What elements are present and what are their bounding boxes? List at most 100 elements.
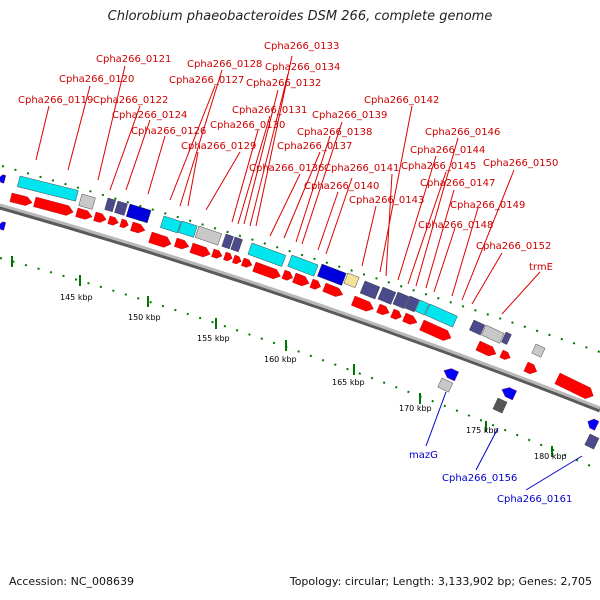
gene-label: Cpha266_0133 (264, 41, 339, 52)
leader-line (295, 135, 331, 243)
gene-label: Cpha266_0143 (349, 195, 424, 206)
reverse-gene (443, 368, 459, 382)
leader-line (125, 119, 151, 191)
gene-feature (584, 433, 600, 450)
forward-gene (75, 207, 93, 220)
gene-label: Cpha266_0156 (442, 473, 517, 484)
gene-label: Cpha266_0148 (418, 220, 493, 231)
forward-gene (241, 257, 253, 268)
forward-gene (130, 221, 146, 234)
forward-gene (281, 269, 293, 281)
reverse-gene (587, 418, 600, 431)
forward-gene (419, 319, 452, 341)
forward-gene (107, 215, 119, 226)
forward-gene (292, 272, 310, 287)
leader-line (237, 115, 271, 225)
gene-label: Cpha266_0120 (59, 74, 134, 85)
leader-line (97, 65, 126, 181)
scale-label: 150 kbp (128, 313, 161, 322)
gene-label: trmE (529, 262, 553, 273)
accession-info: Accession: NC_008639 (9, 575, 135, 588)
leader-line (187, 151, 199, 207)
gene-label: Cpha266_0132 (246, 78, 321, 89)
gene-feature (343, 272, 360, 288)
leader-line (425, 391, 447, 447)
gene-label: Cpha266_0139 (312, 110, 387, 121)
gene-feature (377, 286, 397, 305)
leader-line (379, 105, 413, 273)
scale-label: 170 kbp (399, 404, 432, 413)
leader-line (35, 105, 50, 161)
gene-feature (392, 291, 410, 309)
leader-line (67, 85, 91, 171)
forward-gene (390, 308, 402, 320)
gene-feature (78, 193, 96, 210)
gene-feature (501, 331, 512, 345)
leader-line (325, 177, 353, 255)
gene-tracks (0, 174, 600, 450)
leader-line (179, 69, 223, 207)
gene-feature (104, 197, 116, 212)
leader-line (475, 427, 499, 471)
gene-label: mazG (409, 450, 438, 461)
gene-label: Cpha266_0149 (450, 200, 525, 211)
reverse-gene (501, 387, 517, 401)
forward-gene (232, 254, 242, 265)
inner-tick-track (0, 257, 600, 471)
gene-label: Cpha266_0122 (93, 95, 168, 106)
forward-gene (189, 242, 211, 258)
gene-feature (247, 242, 287, 267)
gene-label: Cpha266_0138 (297, 127, 372, 138)
leader-line (243, 89, 279, 225)
forward-gene (376, 303, 390, 316)
gene-label: Cpha266_0136 (249, 163, 324, 174)
leader-line (361, 205, 377, 267)
gene-feature (359, 280, 381, 300)
gene-label: Cpha266_0144 (410, 145, 485, 156)
forward-gene (309, 278, 321, 290)
gene-label: Cpha266_0119 (18, 95, 93, 106)
gene-feature (481, 324, 505, 344)
gene-feature (17, 175, 79, 202)
leader-line (169, 85, 216, 201)
forward-gene (148, 231, 172, 248)
gene-label: Cpha266_0134 (265, 62, 340, 73)
gene-label: Cpha266_0124 (112, 110, 187, 121)
leader-line (205, 151, 241, 211)
blue-leader-lines (425, 391, 583, 491)
reverse-gene (0, 221, 6, 231)
gene-feature (160, 215, 182, 234)
gene-feature (424, 303, 458, 328)
leader-line (397, 155, 437, 281)
scale-labels: 145 kbp 150 kbp 155 kbp 160 kbp 165 kbp … (60, 293, 567, 461)
gene-feature (469, 319, 486, 336)
gene-label: Cpha266_0127 (169, 75, 244, 86)
major-ticks (11, 256, 553, 457)
gene-feature (317, 263, 347, 286)
leader-line (147, 135, 166, 195)
leader-line (501, 271, 541, 315)
gene-feature (531, 343, 546, 358)
leader-line (525, 455, 583, 491)
scale-label: 175 kbp (466, 426, 499, 435)
forward-gene (93, 211, 107, 223)
blue-gene-labels: mazG Cpha266_0156 Cpha266_0161 (409, 450, 572, 505)
red-leader-lines (35, 55, 541, 315)
forward-gene (554, 372, 594, 399)
forward-gene (523, 361, 537, 375)
gene-feature (125, 203, 152, 224)
leader-line (425, 189, 455, 289)
reverse-gene (0, 174, 7, 184)
gene-label: Cpha266_0121 (96, 54, 171, 65)
forward-gene (223, 251, 233, 262)
leader-line (433, 227, 456, 293)
gene-feature (414, 299, 430, 316)
gene-feature (287, 254, 319, 277)
leader-line (269, 173, 301, 237)
gene-feature (492, 397, 508, 414)
forward-gene (119, 218, 129, 229)
leader-line (283, 151, 321, 239)
forward-gene (499, 349, 511, 360)
